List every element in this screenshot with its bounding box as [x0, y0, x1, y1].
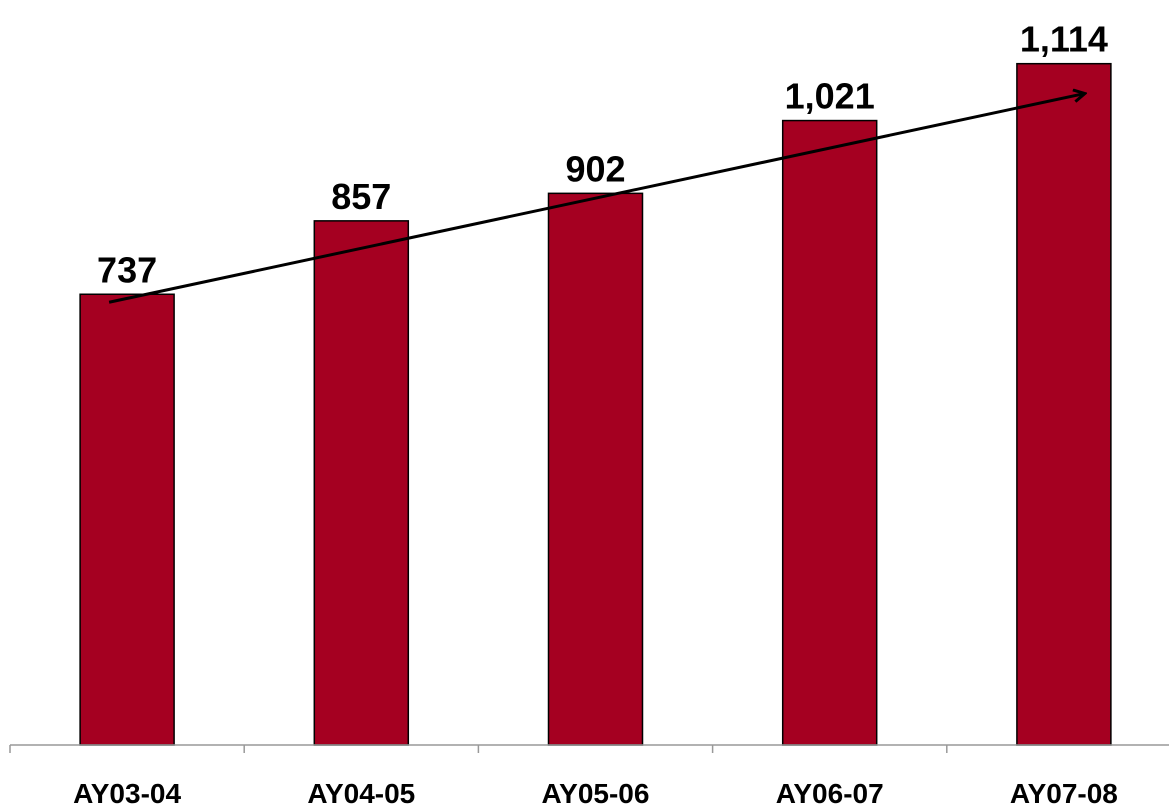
value-label: 902: [565, 148, 625, 189]
category-label: AY03-04: [73, 778, 181, 809]
bar-ay06-07: [781, 119, 878, 746]
x-axis: [9, 744, 1169, 753]
category-label: AY05-06: [542, 778, 650, 809]
bar-ay05-06: [547, 192, 644, 746]
trend-arrow: [108, 94, 1084, 304]
value-label: 1,114: [1020, 19, 1108, 60]
bars-group: [79, 62, 1112, 746]
bar-ay04-05: [313, 220, 410, 746]
category-label: AY04-05: [307, 778, 415, 809]
value-label: 737: [97, 249, 157, 290]
value-label: 857: [331, 176, 391, 217]
bar-ay03-04: [79, 293, 175, 746]
trend-arrow-group: [108, 94, 1084, 304]
value-label: 1,021: [785, 76, 875, 117]
category-label: AY06-07: [776, 778, 884, 809]
bar-ay07-08: [1016, 62, 1112, 746]
category-label: AY07-08: [1010, 778, 1118, 809]
value-labels-group: 737 857 902 1,021 1,114: [97, 19, 1108, 291]
category-labels-group: AY03-04 AY04-05 AY05-06 AY06-07 AY07-08: [73, 778, 1118, 809]
